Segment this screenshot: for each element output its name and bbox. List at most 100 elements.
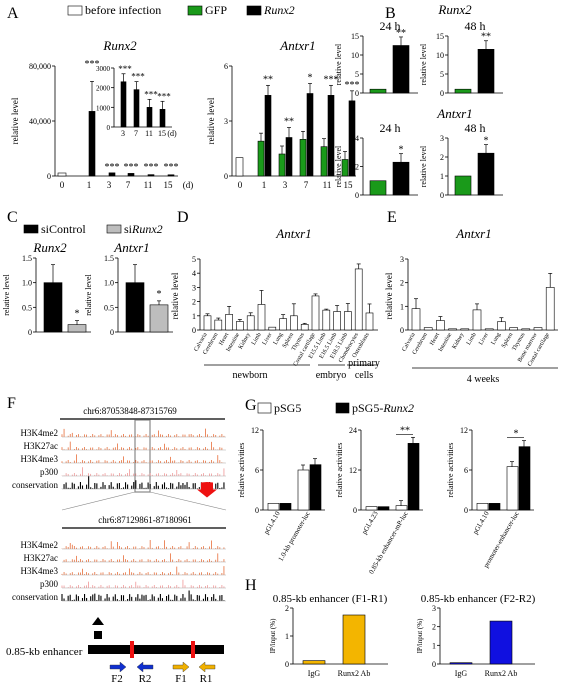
region-label-1: chr6:87053848-87315769 xyxy=(83,406,177,416)
group-label-D-1: primary xyxy=(348,358,380,369)
y-axis-label-H-F1R1: IP/input (%) xyxy=(269,618,277,653)
B-runx2-48h-y-tick-label: 15 xyxy=(436,32,444,41)
track-label-upper: p300 xyxy=(40,467,59,477)
bar-gfp-A-antxr1 xyxy=(299,139,307,177)
A-inset-y-tick-label: 3000 xyxy=(96,65,111,73)
bar-runx2-A-runx2 xyxy=(88,111,96,177)
bar-pSG5Runx2-G-2 xyxy=(377,506,390,511)
bar-gfp-A-antxr1 xyxy=(278,153,286,177)
A-runx2-y-tick-label: 40,000 xyxy=(29,117,51,126)
B-antxr1-24h-y-tick-label: 0 xyxy=(355,191,359,200)
significance-A-antxr1: ** xyxy=(263,74,273,85)
x-tick-label-A-runx2: 11 xyxy=(144,180,153,190)
subplot-label-B-antxr1-24h: 24 h xyxy=(380,121,401,135)
x-tick-label-H-F1R1: Runx2 Ab xyxy=(338,669,371,678)
primer-label-R1: R1 xyxy=(200,673,213,684)
B-antxr1-24h-y-tick-label: 4 xyxy=(355,134,359,143)
B-runx2-24h-y-tick-label: 15 xyxy=(351,32,359,41)
track-signal-upper xyxy=(61,428,225,437)
chart-title-A-runx2: Runx2 xyxy=(102,38,137,53)
bar-D xyxy=(290,315,298,331)
B-antxr1-48h-y-tick-label: 3 xyxy=(440,134,444,143)
bar-D xyxy=(203,315,212,331)
G-1-y-tick-label: 6 xyxy=(255,466,259,475)
significance-A-runx2: *** xyxy=(124,162,139,173)
H-F2R2-y-tick-label: 1 xyxy=(432,641,436,650)
bar-igg-H-F1R1 xyxy=(302,660,326,665)
legend-label-pSG5: pSG5 xyxy=(274,401,301,415)
track-label-lower: p300 xyxy=(40,579,59,589)
x-tick-label-G-3: pGL4.10 xyxy=(471,510,491,536)
G-1-y-tick-label: 0 xyxy=(255,506,259,515)
bar-runx2-inset xyxy=(146,107,153,128)
x-tick-label-A-antxr1: 11 xyxy=(323,180,332,190)
A-inset-y-tick-label: 0 xyxy=(107,124,111,132)
x-tick-label-E: Liver xyxy=(478,332,490,346)
x-tick-label-G-1: 1.0-kb promoter-luc xyxy=(277,510,312,563)
significance-inset: *** xyxy=(157,91,171,101)
primer-label-F2: F2 xyxy=(111,673,123,684)
E-y-tick-label: 0 xyxy=(400,326,404,335)
G-3-y-tick-label: 6 xyxy=(464,466,468,475)
E-y-tick-label: 2 xyxy=(400,279,404,288)
bar-runx2-A-antxr1 xyxy=(285,137,293,177)
y-axis-label-A-runx2: relative level xyxy=(10,97,20,144)
E-y-tick-label: 3 xyxy=(400,255,404,264)
y-axis-label-B-antxr1-24h: relative level xyxy=(334,145,343,187)
bar-gfp-B-antxr1-48h xyxy=(454,175,472,196)
bar-D xyxy=(214,319,223,331)
A-inset-y-tick-label: 1000 xyxy=(96,104,111,112)
bar-runx2-inset xyxy=(133,89,140,128)
bar-pSG5Runx2-G-1 xyxy=(279,503,292,511)
significance-C-runx2: * xyxy=(75,309,80,320)
B-runx2-48h-y-tick-label: 10 xyxy=(436,51,444,60)
bar-runx2-A-runx2 xyxy=(147,174,155,177)
bar-pSG5-G-2 xyxy=(395,505,408,511)
H-F1R1-y-tick-label: 0 xyxy=(285,660,289,669)
legend-swatch-runx2 xyxy=(246,5,262,16)
x-tick-label-inset: 11 xyxy=(145,129,153,138)
bar-E xyxy=(497,321,506,331)
y-axis-label-G-3: relative activities xyxy=(446,443,455,498)
bar-sirunx2-C-antxr1 xyxy=(149,304,169,333)
x-tick-label-inset: 7 xyxy=(134,129,138,138)
B-runx2-24h-y-tick-label: 0 xyxy=(355,89,359,98)
track-label-upper: H3K4me2 xyxy=(21,428,59,438)
bar-runx2ab-H-F1R1 xyxy=(342,614,366,665)
legend-swatch-sicontrol xyxy=(23,224,39,234)
chart-title-C-runx2: Runx2 xyxy=(32,240,67,255)
significance-G-2: ** xyxy=(400,425,410,436)
y-axis-label-G-1: relative activities xyxy=(237,443,246,498)
y-axis-label-D: relative level xyxy=(170,272,180,319)
red-arrow-icon xyxy=(197,482,217,498)
bar-D xyxy=(268,326,277,331)
subplot-label-B-runx2-24h: 24 h xyxy=(380,19,401,33)
B-antxr1-24h-y-tick-label: 2 xyxy=(355,163,359,172)
legend-label-before: before infection xyxy=(85,3,161,17)
bar-gfp-B-runx2-24h xyxy=(369,88,387,94)
bar-pSG5-G-3 xyxy=(506,466,519,511)
group-label-E: 4 weeks xyxy=(467,374,500,385)
bar-pSG5-G-2 xyxy=(365,506,378,511)
x-tick-label-E: Lung xyxy=(491,332,503,346)
track-label-upper: H3K4me3 xyxy=(21,454,59,464)
D-y-tick-label: 4 xyxy=(192,269,196,278)
C-runx2-y-tick-label: 1.5 xyxy=(22,254,32,263)
x-tick-label-A-runx2: 0 xyxy=(60,180,65,190)
B-antxr1-48h-y-tick-label: 0 xyxy=(440,191,444,200)
significance-A-runx2: *** xyxy=(144,162,159,173)
significance-A-antxr1: ** xyxy=(284,117,294,128)
legend-swatch-gfp xyxy=(187,5,203,16)
D-y-tick-label: 1 xyxy=(192,312,196,321)
subplot-label-B-antxr1-48h: 48 h xyxy=(465,121,486,135)
y-axis-label-B-runx2-48h: relative level xyxy=(419,43,428,85)
x-unit-label-inset: (d) xyxy=(167,129,177,138)
significance-A-runx2: *** xyxy=(85,59,100,70)
A-runx2-y-tick-label: 0 xyxy=(47,172,51,181)
y-axis-label-C-antxr1: relative level xyxy=(84,273,93,315)
y-axis-label-E: relative level xyxy=(384,272,394,319)
bar-gfp-B-runx2-48h xyxy=(454,88,472,94)
significance-inset: *** xyxy=(131,72,145,82)
group-label-D: newborn xyxy=(233,370,268,381)
